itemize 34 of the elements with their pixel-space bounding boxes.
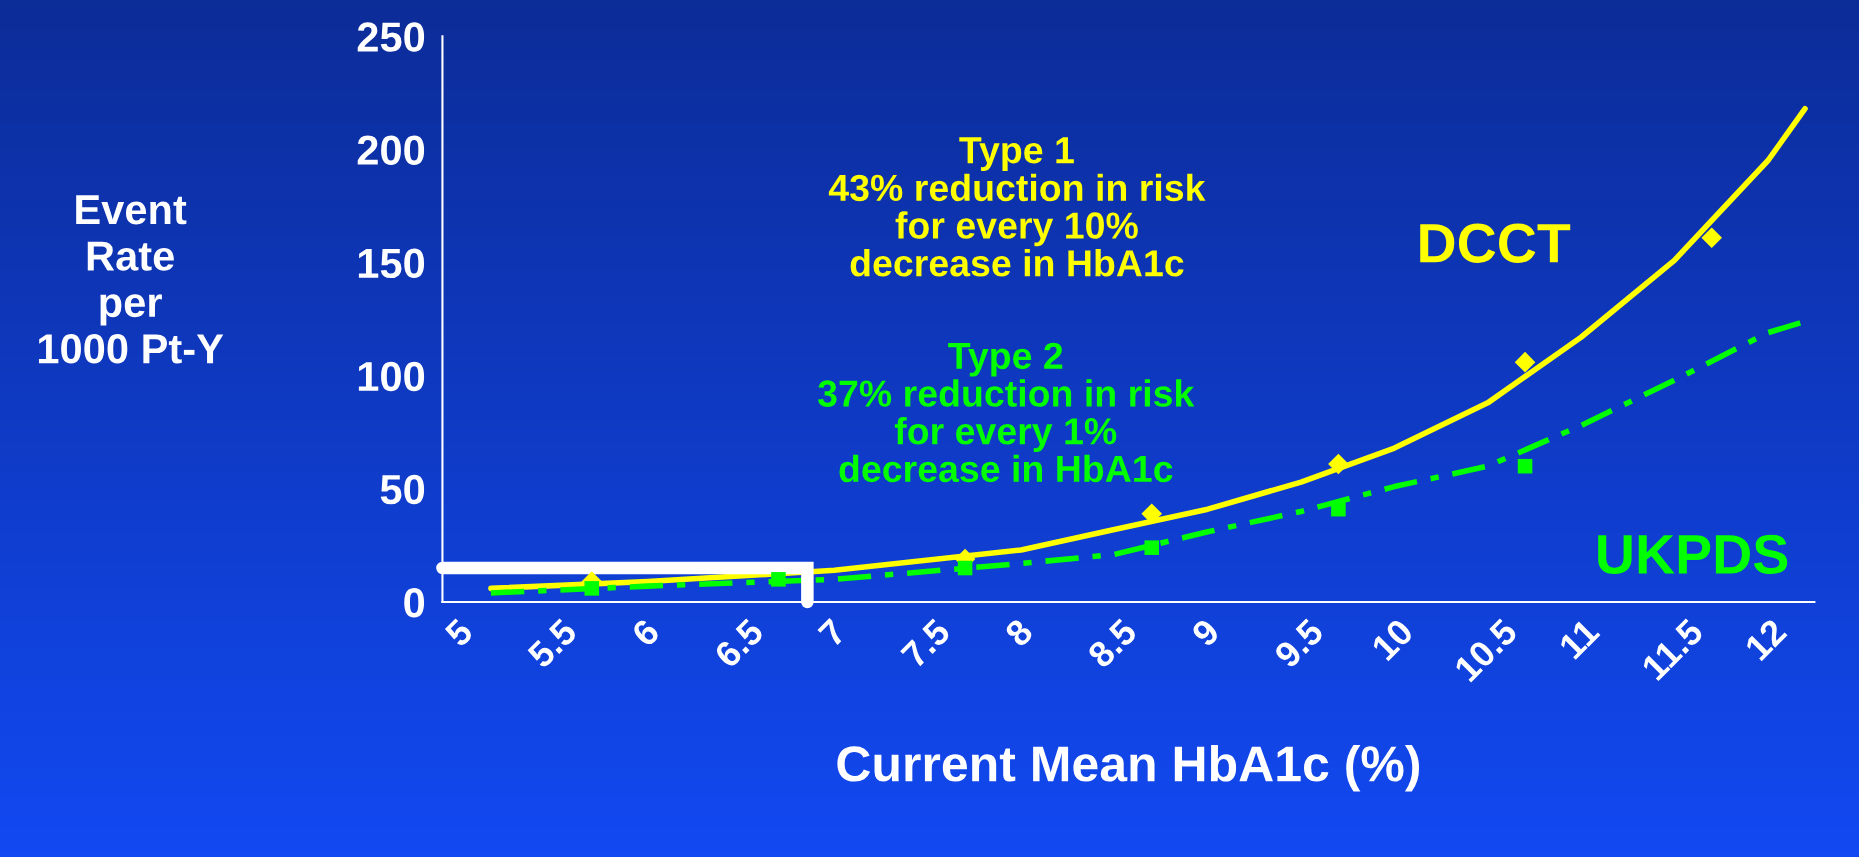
x-tick-label: 8 — [1003, 617, 1035, 648]
y-axis-title: Event Rate per 1000 Pt-Y — [38, 195, 224, 364]
y-tick-label: 250 — [357, 22, 425, 52]
x-tick-label: 5.5 — [526, 617, 579, 670]
x-tick-label: 6.5 — [713, 617, 765, 670]
point — [1517, 458, 1533, 474]
x-tick-label: 6 — [630, 617, 661, 648]
x-tick-label: 7 — [817, 617, 848, 648]
x-axis-title: Current Mean HbA1c (%) — [837, 744, 1420, 792]
x-tick-label: 7.5 — [900, 617, 952, 669]
y-tick-label: 200 — [357, 135, 425, 165]
annotation: Type 2 37% reduction in risk for every 1% decrease in HbA1c — [817, 342, 1195, 483]
point — [1701, 227, 1723, 248]
x-tick-label: 5 — [443, 617, 475, 649]
x-tick-label: 9 — [1190, 617, 1221, 648]
point — [1144, 540, 1160, 555]
y-tick-label: 100 — [358, 361, 425, 392]
point — [1514, 351, 1536, 373]
annotation: Type 1 43% reduction in risk for every 10% decrease in HbA1c — [828, 137, 1206, 277]
x-tick-label: 12 — [1743, 617, 1788, 662]
y-tick-label: 50 — [380, 474, 425, 505]
point — [771, 572, 786, 587]
point — [957, 560, 973, 576]
series-label: UKPDS — [1598, 534, 1788, 575]
y-tick-label: 150 — [358, 248, 425, 279]
x-tick-label: 10 — [1370, 617, 1415, 662]
series-label: DCCT — [1420, 223, 1571, 263]
point — [1331, 501, 1346, 517]
x-tick-label: 9.5 — [1272, 617, 1325, 670]
x-tick-label: 8.5 — [1086, 617, 1139, 670]
point — [1328, 453, 1349, 475]
y-tick-label: 0 — [404, 587, 425, 618]
x-tick-label: 11 — [1558, 617, 1601, 660]
point — [584, 581, 600, 596]
